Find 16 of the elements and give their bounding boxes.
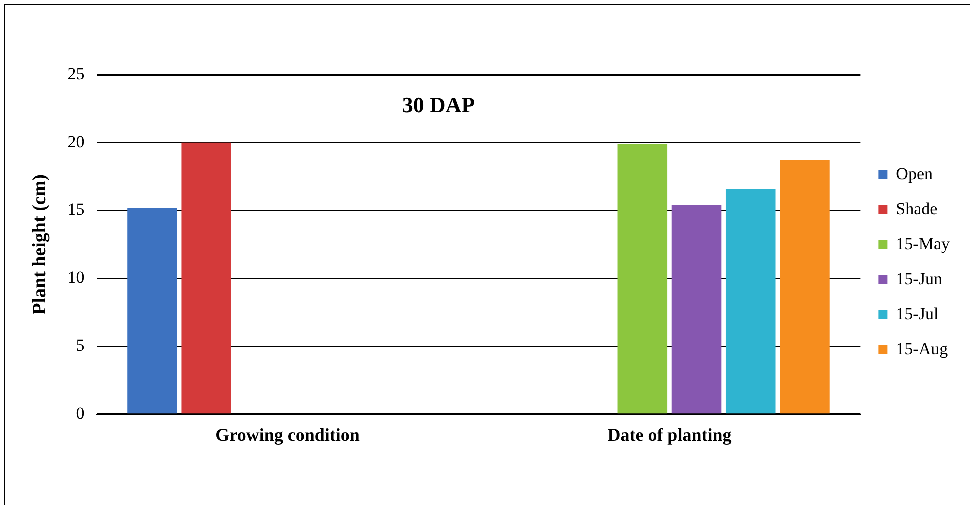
- y-tick-label: 15: [68, 200, 85, 220]
- legend-label: 15-Aug: [896, 339, 949, 358]
- x-tick-label: Date of planting: [608, 424, 732, 445]
- text: 30 DAP: [402, 92, 476, 118]
- y-tick-label: 20: [68, 132, 85, 152]
- y-tick-label: 0: [76, 404, 85, 423]
- x-tick-label: Growing condition: [216, 424, 360, 445]
- legend-label: 15-May: [896, 234, 950, 254]
- legend-label: 15-Jul: [896, 304, 939, 324]
- legend-label: Open: [896, 164, 934, 184]
- y-axis-title: Plant height (cm): [29, 174, 50, 315]
- legend-label: 15-Jun: [896, 269, 943, 288]
- y-tick-label: 10: [68, 268, 85, 288]
- y-tick-label: 25: [68, 64, 85, 84]
- y-tick-label: 5: [76, 336, 85, 355]
- legend-label: Shade: [896, 199, 938, 218]
